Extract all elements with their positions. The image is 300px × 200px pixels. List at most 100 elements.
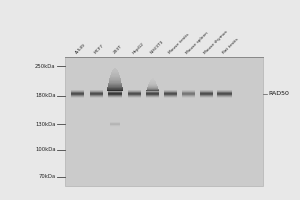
Bar — [128, 95, 141, 96]
Text: Rat testis: Rat testis — [222, 38, 239, 55]
Bar — [182, 95, 195, 96]
Bar — [164, 91, 177, 92]
Bar — [147, 87, 158, 88]
Text: 293T: 293T — [112, 44, 123, 55]
Bar — [90, 91, 103, 92]
Bar — [182, 90, 195, 91]
Bar — [108, 90, 122, 91]
Bar — [71, 97, 84, 98]
Text: 100kDa: 100kDa — [35, 147, 56, 152]
Bar — [112, 70, 118, 71]
Bar — [108, 97, 122, 98]
Bar — [110, 75, 120, 76]
Bar — [71, 96, 84, 97]
Bar — [164, 93, 177, 94]
Text: NIH/3T3: NIH/3T3 — [150, 40, 165, 55]
Bar — [109, 81, 121, 82]
Bar — [110, 77, 120, 78]
Bar — [128, 96, 141, 97]
Bar — [107, 89, 123, 90]
Bar — [146, 97, 159, 98]
Text: Mouse thymus: Mouse thymus — [203, 30, 229, 55]
Bar — [107, 90, 123, 91]
Text: 130kDa: 130kDa — [35, 122, 56, 127]
Bar — [147, 89, 159, 90]
Bar — [218, 97, 232, 98]
Bar — [110, 78, 121, 79]
Bar — [151, 79, 154, 80]
Bar — [182, 92, 195, 93]
Bar — [108, 96, 122, 97]
Bar — [182, 96, 195, 97]
Bar — [108, 91, 122, 92]
Bar — [128, 91, 141, 92]
Bar — [111, 72, 118, 73]
Bar — [90, 94, 103, 95]
Bar — [128, 94, 141, 95]
Bar — [218, 93, 232, 94]
Bar — [146, 94, 159, 95]
Bar — [218, 94, 232, 95]
Bar — [90, 90, 103, 91]
Bar — [182, 94, 195, 95]
Bar — [149, 83, 156, 84]
Bar — [146, 93, 159, 94]
Bar — [71, 93, 84, 94]
Bar — [146, 90, 159, 91]
Bar — [200, 91, 212, 92]
Text: 250kDa: 250kDa — [35, 64, 56, 69]
Bar — [149, 82, 156, 83]
Bar — [108, 94, 122, 95]
Bar — [164, 94, 177, 95]
Bar — [107, 88, 123, 89]
Bar — [113, 69, 117, 70]
Bar — [146, 95, 159, 96]
Bar — [112, 71, 118, 72]
Bar — [108, 95, 122, 96]
Bar — [146, 96, 159, 97]
Bar — [164, 96, 177, 97]
Text: Mouse spleen: Mouse spleen — [185, 31, 209, 55]
Bar — [182, 97, 195, 98]
Bar — [146, 92, 159, 93]
Bar — [150, 81, 156, 82]
Bar — [146, 90, 159, 91]
Bar — [111, 73, 119, 74]
Bar — [90, 96, 103, 97]
Bar — [114, 68, 116, 69]
Bar — [108, 93, 122, 94]
Bar — [107, 87, 122, 88]
Bar — [108, 86, 122, 87]
Text: 180kDa: 180kDa — [35, 93, 56, 98]
Bar — [152, 78, 154, 79]
Bar — [164, 97, 177, 98]
Bar — [90, 97, 103, 98]
Text: HepG2: HepG2 — [132, 42, 145, 55]
Bar — [200, 95, 212, 96]
Bar — [108, 83, 122, 84]
Bar — [109, 80, 121, 81]
Bar — [128, 92, 141, 93]
Text: RAD50: RAD50 — [268, 91, 289, 96]
Bar — [218, 90, 232, 91]
Bar — [148, 86, 158, 87]
Bar — [147, 88, 158, 89]
Bar — [110, 74, 119, 75]
Bar — [200, 90, 212, 91]
Bar — [71, 90, 84, 91]
Text: Mouse testis: Mouse testis — [168, 33, 190, 55]
Bar — [71, 94, 84, 95]
Bar — [200, 92, 212, 93]
Bar — [218, 91, 232, 92]
Bar — [108, 85, 122, 86]
Bar — [128, 90, 141, 91]
Bar — [64, 57, 262, 186]
Text: 70kDa: 70kDa — [38, 174, 56, 179]
Bar — [146, 91, 159, 92]
Bar — [128, 97, 141, 98]
Bar — [71, 91, 84, 92]
Bar — [90, 93, 103, 94]
Bar — [71, 92, 84, 93]
Bar — [110, 76, 120, 77]
Bar — [218, 95, 232, 96]
